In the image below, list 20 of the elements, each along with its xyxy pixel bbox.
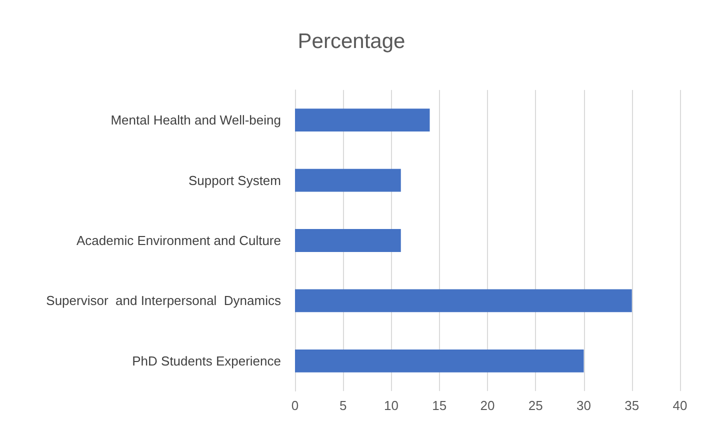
y-tick-label: Academic Environment and Culture — [76, 233, 281, 248]
bar — [295, 289, 632, 312]
x-tick-label: 0 — [291, 398, 299, 413]
bar — [295, 349, 584, 372]
y-tick-label: Mental Health and Well-being — [110, 112, 281, 128]
bar — [295, 108, 430, 132]
y-tick-label: Supervisor and Interpersonal Dynamics — [46, 293, 282, 308]
y-tick-label: Support System — [188, 172, 281, 188]
y-tick-label: PhD Students Experience — [132, 353, 281, 368]
x-tick-label: 20 — [480, 398, 495, 413]
x-tick-label: 40 — [672, 398, 688, 413]
x-tick-label: 30 — [576, 398, 591, 413]
chart-title: Percentage — [298, 30, 406, 53]
x-tick-label: 25 — [528, 398, 543, 413]
x-tick-label: 10 — [384, 398, 398, 413]
bar — [295, 229, 401, 252]
x-tick-label: 5 — [340, 398, 347, 413]
x-tick-label: 15 — [432, 398, 447, 413]
bar — [295, 168, 401, 192]
x-tick-label: 35 — [624, 398, 640, 413]
